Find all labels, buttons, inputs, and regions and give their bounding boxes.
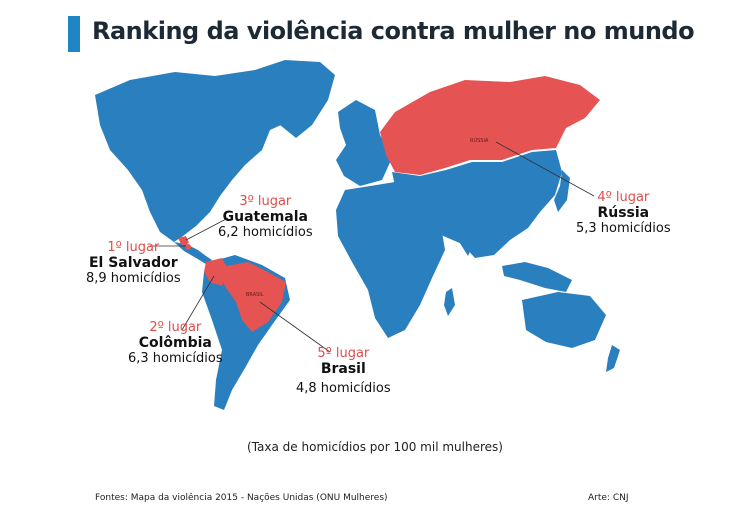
central-america-land	[174, 242, 212, 264]
rank-label: 3º lugar	[239, 194, 292, 209]
callout-el-salvador: 1º lugar El Salvador 8,9 homicídios	[86, 240, 181, 286]
art-credit: Arte: CNJ	[588, 493, 629, 503]
colombia-land	[204, 258, 228, 286]
country-name: Guatemala	[222, 209, 308, 225]
callout-brazil: 5º lugar Brasil 4,8 homicídios	[296, 346, 391, 396]
leader-guatemala	[185, 217, 229, 241]
homicide-rate: 5,3 homicídios	[576, 221, 671, 236]
homicide-rate: 8,9 homicídios	[86, 271, 181, 286]
india-land	[450, 205, 480, 256]
sources-note: Fontes: Mapa da violência 2015 - Nações …	[95, 493, 388, 503]
southeast-asia-islands	[502, 262, 572, 292]
country-name: Colômbia	[138, 335, 212, 351]
rank-label: 4º lugar	[597, 190, 650, 205]
title-accent-bar	[68, 16, 80, 52]
el-salvador-marker	[185, 244, 191, 250]
guatemala-land	[178, 236, 189, 246]
homicide-rate: 4,8 homicídios	[296, 381, 391, 396]
rate-unit-note: (Taxa de homicídios por 100 mil mulheres…	[247, 440, 503, 454]
europe-land	[336, 100, 392, 186]
madagascar-land	[444, 288, 455, 316]
asia-land	[392, 150, 562, 258]
russia-land	[380, 76, 600, 175]
russia-map-label: RÚSSIA	[470, 138, 489, 144]
rank-label: 2º lugar	[149, 320, 202, 335]
page-title: Ranking da violência contra mulher no mu…	[92, 17, 695, 45]
brazil-map-label: BRASIL	[246, 292, 264, 298]
callout-guatemala: 3º lugar Guatemala 6,2 homicídios	[218, 194, 313, 240]
country-name: Rússia	[597, 205, 650, 221]
leader-russia	[495, 141, 595, 197]
country-name: El Salvador	[88, 255, 178, 271]
callout-russia: 4º lugar Rússia 5,3 homicídios	[576, 190, 671, 236]
rank-label: 1º lugar	[107, 240, 160, 255]
leader-colombia	[181, 275, 215, 331]
rank-label: 5º lugar	[317, 346, 370, 361]
new-zealand-land	[606, 345, 620, 372]
australia-land	[522, 292, 606, 348]
leader-brazil	[259, 301, 331, 353]
greenland-land	[255, 60, 335, 138]
north-america-land	[95, 70, 300, 242]
brazil-land	[220, 262, 286, 332]
homicide-rate: 6,2 homicídios	[218, 225, 313, 240]
homicide-rate: 6,3 homicídios	[128, 351, 223, 366]
country-name: Brasil	[320, 361, 366, 377]
callout-colombia: 2º lugar Colômbia 6,3 homicídios	[128, 320, 223, 366]
